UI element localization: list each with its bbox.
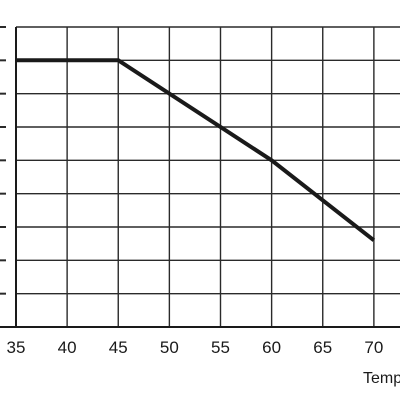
x-tick-label: 55 bbox=[211, 338, 230, 357]
series-line bbox=[16, 58, 376, 242]
x-tick-label: 35 bbox=[7, 338, 26, 357]
x-tick-label: 40 bbox=[58, 338, 77, 357]
x-tick-labels: 35 40 45 50 55 60 65 70 bbox=[7, 338, 384, 357]
x-axis-title: Temp bbox=[363, 370, 400, 387]
x-tick-label: 70 bbox=[364, 338, 383, 357]
axes bbox=[0, 27, 400, 328]
x-tick-label: 50 bbox=[160, 338, 179, 357]
x-tick-label: 45 bbox=[109, 338, 128, 357]
x-tick-label: 60 bbox=[262, 338, 281, 357]
grid bbox=[0, 26, 400, 327]
series-layer bbox=[16, 58, 376, 242]
x-tick-label: 65 bbox=[313, 338, 332, 357]
